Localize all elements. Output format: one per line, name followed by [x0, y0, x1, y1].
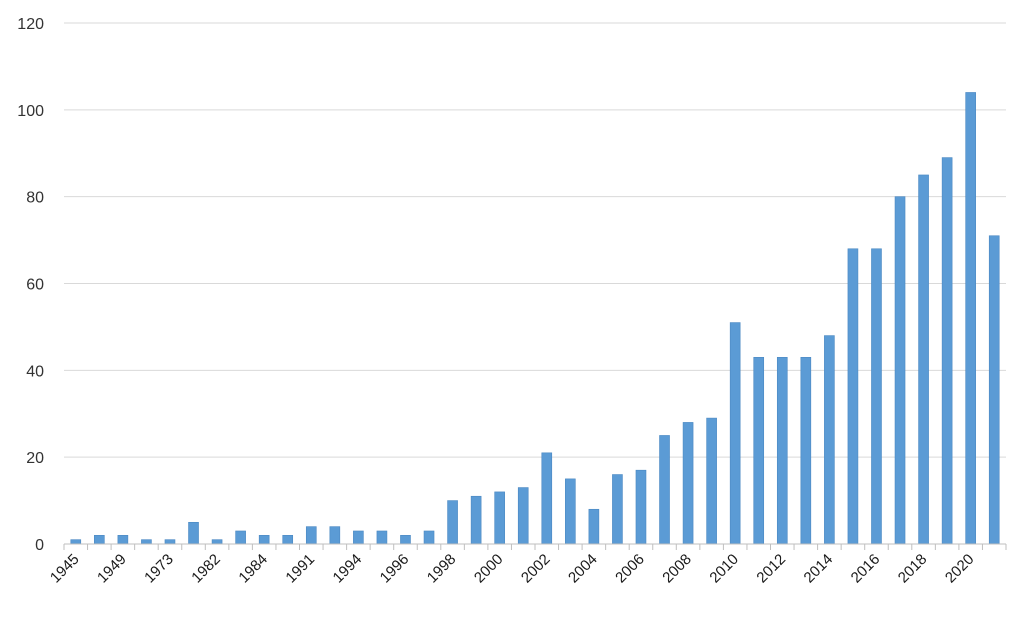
y-tick-label: 40 — [26, 363, 44, 380]
y-tick-label: 120 — [17, 16, 44, 33]
bar-1998 — [447, 500, 458, 545]
y-tick-label: 60 — [26, 277, 44, 294]
bar-2018 — [918, 174, 929, 545]
y-tick-label: 0 — [35, 537, 44, 554]
bar-1991 — [305, 526, 317, 545]
bar-1999 — [470, 495, 482, 545]
bar-1995 — [376, 530, 388, 545]
x-tick-label-2020: 2020 — [942, 551, 978, 587]
bar-2012 — [776, 357, 788, 545]
bar-2020 — [965, 92, 976, 545]
bar-1975 — [188, 521, 199, 545]
x-tick-label-1994: 1994 — [330, 551, 366, 587]
bar-2004 — [588, 508, 600, 545]
bar-2010 — [729, 322, 741, 545]
bar-1982 — [211, 539, 223, 545]
x-tick-label-2010: 2010 — [706, 551, 742, 587]
bar-1984 — [258, 535, 270, 545]
x-tick-label-1945: 1945 — [47, 551, 83, 587]
bar-1990 — [282, 535, 294, 545]
bar-2011 — [753, 357, 765, 545]
bar-1949 — [117, 535, 129, 545]
bar-2001 — [517, 487, 529, 545]
bar-2007 — [659, 435, 670, 545]
bar-2002 — [541, 452, 553, 545]
y-tick-label: 100 — [17, 103, 44, 120]
x-tick-label-2004: 2004 — [565, 551, 601, 587]
y-axis: 0 20 40 60 80 100 120 — [17, 16, 44, 554]
x-tick-label-2000: 2000 — [471, 551, 507, 587]
bar-1994 — [353, 530, 364, 545]
bar-2013 — [800, 357, 812, 545]
bar-2017 — [894, 196, 906, 545]
bar-2005 — [612, 474, 623, 545]
bar-2015 — [847, 248, 859, 545]
x-tick-label-1949: 1949 — [94, 551, 130, 587]
bar-2016 — [871, 248, 882, 545]
x-tick-label-1982: 1982 — [188, 551, 224, 587]
x-tick-label-1991: 1991 — [282, 551, 318, 587]
x-tick-label-1996: 1996 — [377, 551, 413, 587]
bar-2008 — [682, 422, 694, 545]
bar-2019 — [941, 157, 953, 545]
bar-2003 — [565, 478, 576, 545]
bar-1993 — [329, 526, 341, 545]
x-tick-label-2006: 2006 — [612, 551, 648, 587]
bar-1950 — [141, 539, 152, 545]
x-tick-label-2002: 2002 — [518, 551, 554, 587]
x-tick-label-2012: 2012 — [753, 551, 789, 587]
x-tick-label-2008: 2008 — [659, 551, 695, 587]
bar-2006 — [635, 469, 647, 545]
bar-2009 — [706, 417, 717, 545]
bar-1997 — [423, 530, 435, 545]
bars — [70, 92, 1000, 545]
bar-2000 — [494, 491, 505, 545]
x-tick-label-2014: 2014 — [801, 551, 837, 587]
bar-2014 — [824, 335, 835, 545]
bar-1983 — [235, 530, 246, 545]
x-tick-label-1984: 1984 — [235, 551, 271, 587]
y-tick-label: 80 — [26, 190, 44, 207]
x-tick-label-2018: 2018 — [895, 551, 931, 587]
bar-1973 — [164, 539, 176, 545]
bar-1996 — [400, 535, 411, 545]
x-tick-label-1973: 1973 — [141, 551, 177, 587]
x-axis: 1945 1949 1973 1982 1984 1991 1994 1996 1998 2000… — [47, 543, 1007, 587]
bar-1945 — [70, 539, 82, 545]
x-tick-label-1998: 1998 — [424, 551, 460, 587]
gridlines — [64, 22, 1006, 458]
x-tick-label-2016: 2016 — [848, 551, 884, 587]
y-tick-label: 20 — [26, 450, 44, 467]
bar-2021 — [988, 235, 1000, 545]
bar-1947 — [94, 535, 105, 545]
